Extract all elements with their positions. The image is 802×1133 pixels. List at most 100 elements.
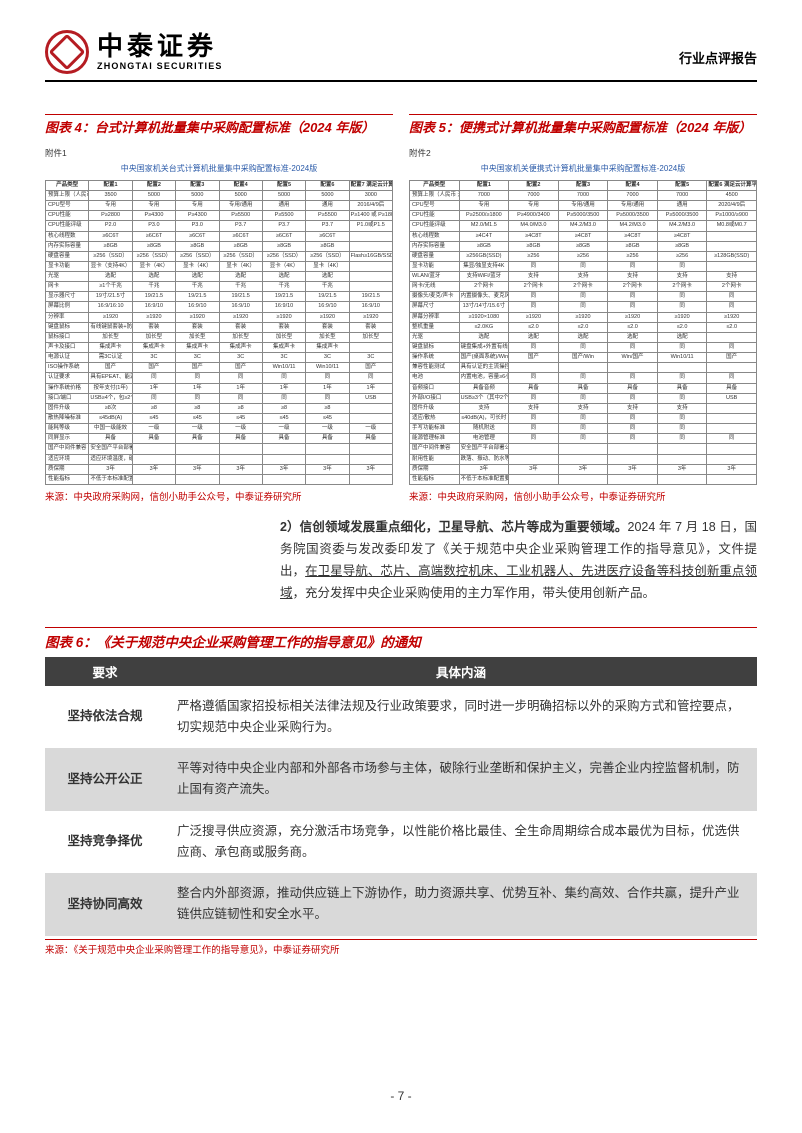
table-cell: 千兆 [219, 282, 262, 292]
table-cell: 同 [608, 414, 658, 424]
table-cell: 同 [558, 393, 608, 403]
table-cell: 4500 [707, 190, 757, 200]
table-cell: P3.7 [262, 221, 305, 231]
table-cell: ≥256 [509, 251, 559, 261]
table-header: 配置3 [558, 180, 608, 190]
table-row: 音频接口具备音频具备具备具备具备具备 [410, 383, 757, 393]
table-cell: 19/21.5 [219, 292, 262, 302]
table-cell: 3年 [219, 464, 262, 474]
table-cell: ≤2.0 [657, 322, 707, 332]
table-cell: ≥256（SSD） [176, 251, 219, 261]
logo-en-text: ZHONGTAI SECURITIES [97, 62, 223, 71]
table-row: 能耗等级中国一级能效一级一级一级一级一级一级 [46, 424, 393, 434]
table-cell: 同 [219, 373, 262, 383]
table-cell: 套装 [132, 322, 175, 332]
table-cell: ≤40dB(A)，可长时 [459, 414, 509, 424]
table-cell: 核心线程数 [410, 231, 460, 241]
table-cell: 同 [608, 302, 658, 312]
logo-cn-text: 中泰证券 [97, 33, 223, 59]
table-cell [349, 454, 392, 464]
table-cell: 16:9/10 [306, 302, 349, 312]
table-cell: 具有认证的主流操控系统软件，并提供相关证明材料 [459, 363, 509, 373]
table-cell: 不低于本标准配置要求（配型说明等） [89, 474, 132, 484]
table-cell: 3年 [262, 464, 305, 474]
table-cell: 同 [558, 302, 608, 312]
table-cell: 散热降噪标准 [46, 414, 89, 424]
table-cell: M2.0/M1.5 [459, 221, 509, 231]
table-cell [306, 454, 349, 464]
table-cell: P≥5500 [306, 211, 349, 221]
table-header: 配置2 [132, 180, 175, 190]
table-cell: 有线键鼠套装+防尘罩 [89, 322, 132, 332]
table-cell [707, 444, 757, 454]
table-cell: 中国一级能效 [89, 424, 132, 434]
table-cell: 认证要求 [46, 373, 89, 383]
table-cell [349, 231, 392, 241]
table-row: 硬盘容量≥256GB(SSD)≥256≥256≥256≥256≥128GB(SS… [410, 251, 757, 261]
table-cell: ≥8 [132, 403, 175, 413]
table-cell [132, 444, 175, 454]
table-row: CPU性能评级M2.0/M1.5M4.0/M3.0M4.2/M3.0M4.2/M… [410, 221, 757, 231]
table-row: 能源管理标准电池管理同同同同同 [410, 434, 757, 444]
table-cell: 专用/通用 [219, 201, 262, 211]
table-cell: 集成声卡 [219, 343, 262, 353]
table-cell: M4.2/M3.0 [558, 221, 608, 231]
table-cell: ≥8GB [89, 241, 132, 251]
table-cell: ≥8GB [558, 241, 608, 251]
table-cell [657, 444, 707, 454]
table-cell: 专用 [176, 201, 219, 211]
table-cell: 具备 [349, 434, 392, 444]
table-cell: ≥1920 [176, 312, 219, 322]
table-cell: 同 [657, 414, 707, 424]
table-row: 同屏显示具备具备具备具备具备具备具备 [46, 434, 393, 444]
table-cell: 具备 [558, 383, 608, 393]
table-row: 性能指标不低于本标准配置要求（配型说明等） [46, 474, 393, 484]
table-cell: ≥256 [608, 251, 658, 261]
table-cell: ≤45 [176, 414, 219, 424]
table-row: 固件升级支持支持支持支持支持 [410, 403, 757, 413]
figure-5-table: 产品类型配置1配置2配置3配置4配置5配置6 满足云计算平台应用的瘦客户机预算上… [409, 180, 757, 485]
table-cell: P≥1400 或 P≥1800 [349, 211, 392, 221]
table-cell: ≥4C4T [459, 231, 509, 241]
table-cell: ≥8GB [657, 241, 707, 251]
table-cell: 按年支付(1年) [89, 383, 132, 393]
table-cell: 国产中间件兼容 [46, 444, 89, 454]
table-cell: ≥1920 [509, 312, 559, 322]
table-cell: 7000 [509, 190, 559, 200]
table-cell: 19寸/21.5寸 [89, 292, 132, 302]
table-header: 配置3 [176, 180, 219, 190]
figure-4-attach: 附件1 [45, 147, 393, 159]
table-cell: 集成声卡 [132, 343, 175, 353]
table-cell [262, 474, 305, 484]
table-cell: 鼠标接口 [46, 332, 89, 342]
table-cell: 同 [509, 414, 559, 424]
table-cell: 同屏显示 [46, 434, 89, 444]
table-header: 产品类型 [410, 180, 460, 190]
table-cell: 通用 [262, 201, 305, 211]
table-cell: ≥8GB [176, 241, 219, 251]
table-cell: 支持 [459, 403, 509, 413]
table-cell: ≤45 [262, 414, 305, 424]
table-cell: 加长型 [349, 332, 392, 342]
table-cell: 5000 [306, 190, 349, 200]
table-cell: P3.0 [176, 221, 219, 231]
table-cell: 同 [558, 434, 608, 444]
table-cell: 具备音频 [459, 383, 509, 393]
table-cell: ≥1920 [558, 312, 608, 322]
table-cell [707, 424, 757, 434]
table-row: 内存实际容量≥8GB≥8GB≥8GB≥8GB≥8GB [410, 241, 757, 251]
table-cell: 19/21.5 [349, 292, 392, 302]
table-cell: 摄像头/麦克/声卡 [410, 292, 460, 302]
table-cell: 支持 [558, 272, 608, 282]
table-header: 配置4 [219, 180, 262, 190]
table-cell: 具备 [707, 383, 757, 393]
table-cell: 国产 [707, 353, 757, 363]
table-cell [509, 444, 559, 454]
table-cell: Flash≥16GB/SSD≥64GB [349, 251, 392, 261]
table-cell: 16:9/10 [262, 302, 305, 312]
table-cell: 16:9/10 [349, 302, 392, 312]
table-row: 性能指标不低于本标准配置要求等 [410, 474, 757, 484]
figure-5: 图表 5：便携式计算机批量集中采购配置标准（2024 年版） 附件2 中央国家机… [409, 114, 757, 503]
table-cell: 具备 [608, 383, 658, 393]
table-cell: 3年 [306, 464, 349, 474]
